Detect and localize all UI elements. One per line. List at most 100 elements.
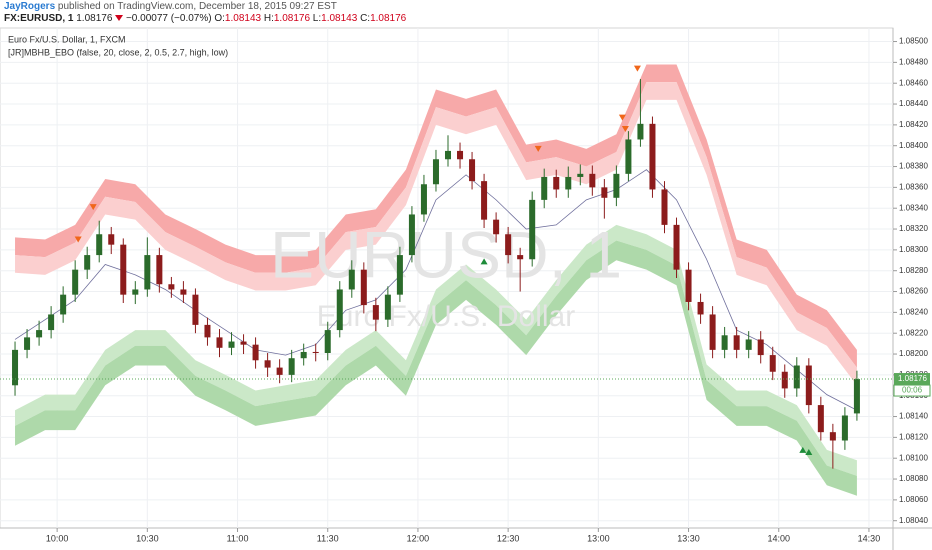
sell-signal <box>534 145 542 152</box>
candle-body <box>553 176 560 190</box>
sell-signal <box>89 204 97 211</box>
candle-body <box>745 339 752 350</box>
y-tick-label: 1.08220 <box>899 328 928 337</box>
watermark: EURUSD, 1 <box>270 217 622 291</box>
candle-body <box>805 365 812 406</box>
y-tick-label: 1.08240 <box>899 307 928 316</box>
y-tick-label: 1.08340 <box>899 203 928 212</box>
quote-line: FX:EURUSD, 1 1.08176 −0.00077 (−0.07%) O… <box>4 13 406 25</box>
countdown-label: 00:06 <box>902 386 923 395</box>
publish-line: JayRogers published on TradingView.com, … <box>4 1 337 13</box>
candle-body <box>721 335 728 350</box>
y-tick-label: 1.08320 <box>899 224 928 233</box>
candle-body <box>493 219 500 235</box>
candle-body <box>120 244 127 295</box>
y-tick-label: 1.08040 <box>899 516 928 525</box>
candle-body <box>733 335 740 350</box>
candle-body <box>180 289 187 295</box>
candle-body <box>48 314 55 331</box>
indicator-label: [JR]MBHB_EBO (false, 20, close, 2, 0.5, … <box>8 47 228 57</box>
candle-body <box>240 341 247 345</box>
candle-body <box>132 289 139 295</box>
candle-body <box>276 367 283 375</box>
basis-line <box>14 169 858 411</box>
change: −0.00077 (−0.07%) <box>125 13 212 24</box>
candle-body <box>757 339 764 356</box>
candle-body <box>348 269 355 290</box>
candle-body <box>529 199 536 260</box>
y-tick-label: 1.08140 <box>899 412 928 421</box>
candle-body <box>204 324 211 338</box>
buy-signal <box>805 448 813 455</box>
candle-body <box>541 176 548 200</box>
candle-body <box>793 365 800 389</box>
candle-body <box>481 181 488 220</box>
candle-body <box>517 255 524 260</box>
candle-body <box>685 269 692 302</box>
x-tick-label: 11:30 <box>317 533 339 543</box>
candle-body <box>625 139 632 174</box>
sell-signal <box>74 236 82 243</box>
published: published on TradingView.com, December 1… <box>57 1 337 12</box>
candle-body <box>457 150 464 160</box>
x-tick-label: 12:30 <box>497 533 520 543</box>
candle-body <box>565 176 572 190</box>
candle-body <box>96 234 103 256</box>
x-tick-label: 13:30 <box>677 533 700 543</box>
candle-body <box>12 349 19 386</box>
candle-body <box>36 330 43 338</box>
low-label: L: <box>312 13 322 24</box>
candle-body <box>372 305 379 320</box>
candle-body <box>192 294 199 325</box>
candle-body <box>108 234 115 245</box>
x-tick-label: 14:30 <box>858 533 881 543</box>
candle-body <box>432 159 439 185</box>
y-tick-label: 1.08360 <box>899 182 928 191</box>
candle-body <box>817 405 824 433</box>
y-tick-label: 1.08300 <box>899 245 928 254</box>
close-value: 1.08176 <box>370 13 407 24</box>
candle-body <box>589 173 596 188</box>
candle-body <box>216 337 223 348</box>
x-tick-label: 14:00 <box>767 533 790 543</box>
candle-body <box>649 123 656 190</box>
candle-body <box>769 355 776 372</box>
y-tick-label: 1.08100 <box>899 453 928 462</box>
candle-body <box>384 294 391 320</box>
high-value: 1.08176 <box>273 13 311 24</box>
candle-body <box>420 184 427 215</box>
symbol: FX:EURUSD, 1 <box>4 13 74 24</box>
candle-body <box>300 351 307 359</box>
candle-body <box>781 371 788 389</box>
close-label: C: <box>360 13 371 24</box>
buy-signal <box>799 446 807 453</box>
countdown-box <box>893 384 931 397</box>
y-tick-label: 1.08500 <box>899 37 928 46</box>
candle-body <box>841 415 848 441</box>
candle-body <box>72 269 79 295</box>
candle-body <box>264 360 271 368</box>
down-arrow <box>115 15 124 22</box>
y-tick-label: 1.08440 <box>899 99 928 108</box>
candle-body <box>324 330 331 353</box>
candle-body <box>336 289 343 331</box>
y-tick-label: 1.08280 <box>899 266 928 275</box>
x-tick-label: 10:00 <box>46 533 69 543</box>
candle-body <box>408 214 415 256</box>
chart-title: Euro Fx/U.S. Dollar, 1, FXCM <box>8 34 126 44</box>
candle-body <box>156 255 163 285</box>
candle-body <box>853 379 860 414</box>
x-tick-label: 11:00 <box>227 533 249 543</box>
candle-body <box>601 187 608 198</box>
y-tick-label: 1.08120 <box>899 432 928 441</box>
candle-body <box>24 337 31 350</box>
high-label: H: <box>263 13 274 24</box>
watermark-subtitle: Euro Fx/U.S. Dollar <box>317 300 575 333</box>
x-tick-label: 10:30 <box>136 533 159 543</box>
candle-body <box>637 123 644 140</box>
candle-body <box>312 351 319 353</box>
author[interactable]: JayRogers <box>4 1 56 12</box>
candle-body <box>60 294 67 315</box>
